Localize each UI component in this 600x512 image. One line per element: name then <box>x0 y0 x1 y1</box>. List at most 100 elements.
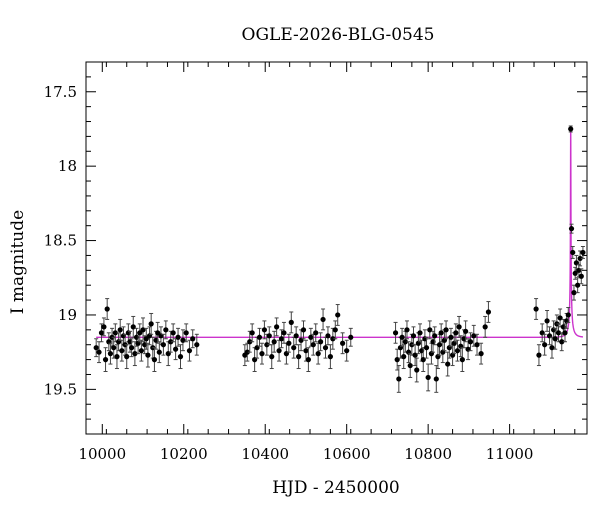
model-curve <box>96 128 584 338</box>
data-point <box>111 345 117 351</box>
data-point <box>112 330 118 336</box>
data-point <box>407 362 413 369</box>
data-point <box>256 334 263 340</box>
data-point <box>300 327 307 333</box>
data-point <box>286 340 292 346</box>
data-point <box>463 328 469 334</box>
data-point <box>98 330 105 336</box>
data-point <box>93 345 99 351</box>
data-point <box>459 357 465 363</box>
x-tick-label: 10200 <box>160 445 208 463</box>
data-point <box>335 312 341 318</box>
data-point <box>340 340 346 346</box>
data-point <box>114 354 120 360</box>
chart-title: OGLE-2026-BLG-0545 <box>242 25 435 45</box>
data-point <box>401 354 407 360</box>
data-point <box>296 354 302 360</box>
data-point <box>173 346 179 352</box>
data-point <box>117 327 123 333</box>
data-point <box>562 330 568 336</box>
data-point <box>404 327 410 333</box>
plot-frame <box>85 61 588 435</box>
data-point <box>291 345 297 351</box>
data-point <box>269 354 275 360</box>
data-point <box>183 330 189 336</box>
data-point <box>414 367 420 373</box>
data-point <box>303 348 309 354</box>
data-point <box>104 306 110 312</box>
data-point <box>577 255 583 262</box>
data-point <box>148 321 154 327</box>
data-point <box>348 334 354 340</box>
data-point <box>478 351 484 357</box>
data-point <box>423 345 430 351</box>
data-point <box>565 312 571 318</box>
data-point <box>163 327 169 333</box>
data-point <box>552 336 558 342</box>
data-point <box>568 226 575 232</box>
data-point <box>119 348 125 354</box>
data-point <box>448 334 454 340</box>
data-point <box>266 333 272 339</box>
data-point <box>293 333 299 339</box>
x-tick-label: 10600 <box>323 445 371 463</box>
data-point <box>544 318 550 324</box>
data-point <box>102 357 109 363</box>
data-point <box>249 330 255 336</box>
y-axis-label: I magnitude <box>8 210 28 314</box>
data-point <box>288 319 294 325</box>
data-point <box>399 334 405 340</box>
y-tick-label: 18.5 <box>44 232 77 250</box>
data-point <box>318 339 324 345</box>
x-tick-label: 11000 <box>486 445 534 463</box>
data-point <box>410 333 417 339</box>
data-point <box>575 282 581 288</box>
data-point <box>570 249 576 256</box>
data-point <box>320 316 326 323</box>
data-point <box>261 327 268 333</box>
data-point <box>194 342 200 348</box>
x-tick-label: 10400 <box>241 445 289 463</box>
data-point <box>107 351 114 357</box>
data-point <box>572 270 578 276</box>
data-point <box>578 273 584 279</box>
data-point <box>436 342 443 348</box>
data-point <box>244 349 250 355</box>
data-point <box>555 330 562 336</box>
data-point <box>580 249 586 256</box>
data-point <box>438 330 444 336</box>
data-point <box>170 330 176 336</box>
data-point <box>160 342 166 348</box>
data-point <box>186 348 193 354</box>
data-point <box>433 376 439 382</box>
axis-ticks: 10000 10200 10400 10600 10800 11000 17.5 18 18.5… <box>44 61 587 463</box>
data-point <box>327 354 333 360</box>
data-point <box>432 333 438 339</box>
y-tick-label: 18 <box>58 157 77 175</box>
data-point <box>533 306 539 312</box>
model-curve-group <box>96 128 584 338</box>
data-point <box>190 336 196 342</box>
data-point <box>456 324 462 330</box>
data-point <box>156 349 162 355</box>
y-tick-label: 19.5 <box>44 380 77 398</box>
data-point <box>425 374 431 381</box>
x-axis-label: HJD - 2450000 <box>272 478 400 498</box>
data-point <box>402 339 408 345</box>
data-point <box>247 339 253 345</box>
data-point <box>313 330 319 336</box>
data-points-group <box>93 125 586 393</box>
data-point <box>101 324 107 330</box>
data-point <box>138 348 144 354</box>
data-point <box>482 324 488 330</box>
data-point <box>344 348 350 354</box>
data-point <box>536 352 542 358</box>
data-point <box>168 339 174 345</box>
x-tick-label: 10800 <box>404 445 452 463</box>
data-point <box>274 324 280 330</box>
data-point <box>264 342 270 348</box>
data-point <box>474 342 480 348</box>
data-point <box>96 349 102 355</box>
data-point <box>177 354 184 360</box>
y-tick-label: 17.5 <box>44 83 77 101</box>
